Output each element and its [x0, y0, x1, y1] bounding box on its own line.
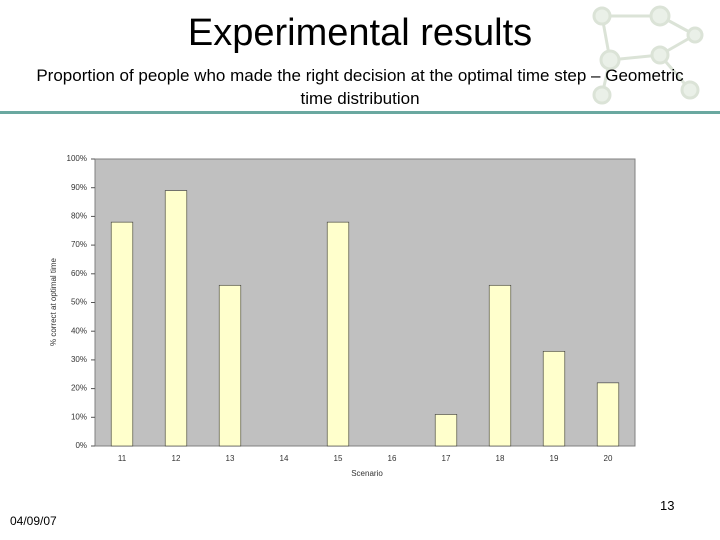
x-tick-label: 16	[388, 454, 397, 463]
header-rule	[0, 111, 720, 114]
y-tick-label: 90%	[71, 183, 87, 192]
x-axis-label: Scenario	[351, 469, 383, 478]
y-tick-label: 60%	[71, 269, 87, 278]
slide-title: Experimental results	[187, 12, 533, 54]
slide-subtitle: Proportion of people who made the right …	[36, 66, 684, 108]
bar	[542, 350, 566, 447]
y-tick-label: 20%	[71, 384, 87, 393]
bar	[110, 221, 134, 447]
x-tick-label: 15	[334, 454, 343, 463]
x-tick-label: 19	[550, 454, 559, 463]
y-tick-label: 10%	[71, 412, 87, 421]
x-tick-label: 13	[226, 454, 235, 463]
y-tick-label: 40%	[71, 326, 87, 335]
bar	[218, 284, 242, 447]
page-number: 13	[660, 498, 675, 513]
bar	[434, 414, 458, 447]
date: 04/09/07	[10, 514, 57, 528]
x-tick-label: 12	[172, 454, 181, 463]
y-tick-label: 80%	[71, 212, 87, 221]
x-tick-label: 11	[118, 454, 127, 463]
x-tick-label: 17	[442, 454, 451, 463]
bar	[596, 382, 620, 447]
bar	[326, 221, 350, 447]
x-tick-label: 14	[280, 454, 289, 463]
x-tick-label: 20	[604, 454, 613, 463]
bar	[488, 284, 512, 447]
y-axis-label: % correct at optimal time	[49, 257, 58, 346]
bar	[164, 190, 188, 447]
y-tick-label: 70%	[71, 240, 87, 249]
logo	[592, 5, 704, 105]
y-tick-label: 100%	[67, 154, 87, 163]
y-tick-label: 50%	[71, 298, 87, 307]
y-tick-label: 0%	[75, 441, 87, 450]
y-tick-label: 30%	[71, 355, 87, 364]
x-tick-label: 18	[496, 454, 505, 463]
